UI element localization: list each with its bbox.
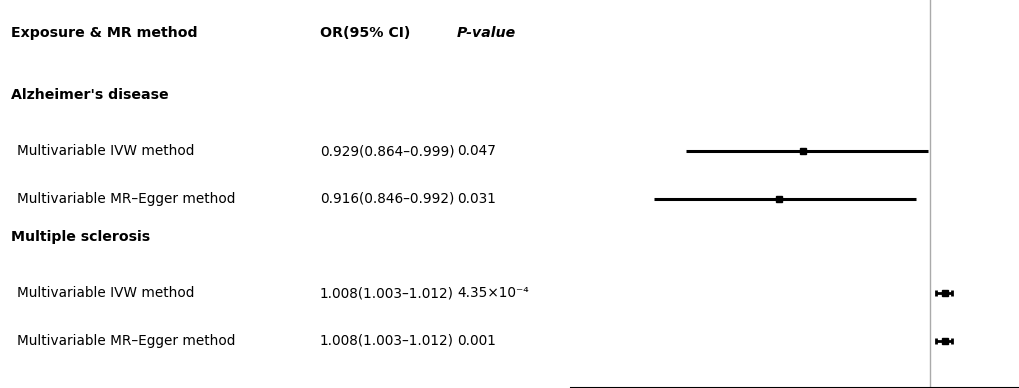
Text: Multivariable MR–Egger method: Multivariable MR–Egger method [17,192,235,206]
Text: 1.008(1.003–1.012): 1.008(1.003–1.012) [320,334,453,348]
Text: 0.929(0.864–0.999): 0.929(0.864–0.999) [320,144,454,158]
Text: 0.916(0.846–0.992): 0.916(0.846–0.992) [320,192,453,206]
Text: P-value: P-value [457,26,516,40]
Text: Multivariable IVW method: Multivariable IVW method [17,286,195,300]
Text: 0.031: 0.031 [457,192,495,206]
Text: 4.35×10⁻⁴: 4.35×10⁻⁴ [457,286,528,300]
Text: Multiple sclerosis: Multiple sclerosis [11,230,151,244]
Text: OR(95% CI): OR(95% CI) [320,26,410,40]
Text: Multivariable MR–Egger method: Multivariable MR–Egger method [17,334,235,348]
Text: 0.001: 0.001 [457,334,495,348]
Text: Multivariable IVW method: Multivariable IVW method [17,144,195,158]
Text: 0.047: 0.047 [457,144,495,158]
Text: 1.008(1.003–1.012): 1.008(1.003–1.012) [320,286,453,300]
Text: Alzheimer's disease: Alzheimer's disease [11,88,169,102]
Text: Exposure & MR method: Exposure & MR method [11,26,198,40]
